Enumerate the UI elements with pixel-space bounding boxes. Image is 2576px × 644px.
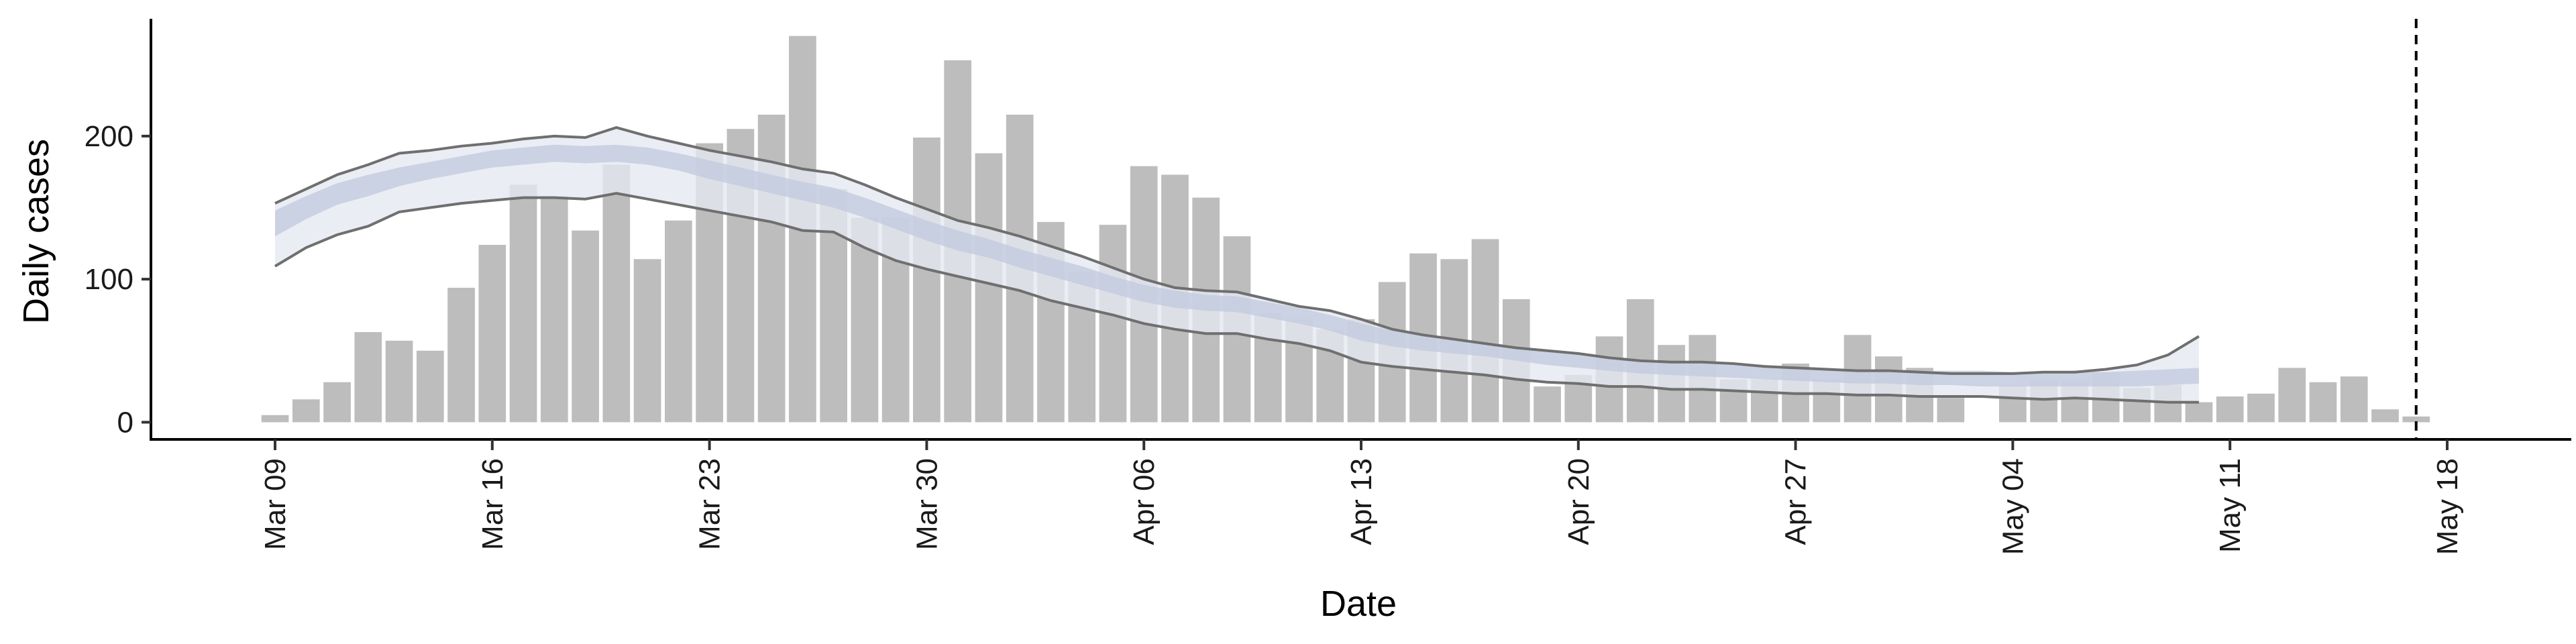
y-axis-title: Daily cases	[16, 139, 56, 324]
y-tick-label: 200	[85, 120, 133, 153]
bar	[2340, 376, 2368, 423]
x-ticks-layer: Mar 09 Mar 16 Mar 23 Mar 30 Apr 06 Apr 13 Apr …	[259, 439, 2464, 555]
bar	[665, 220, 692, 423]
y-ticks-layer: 0 100 200	[85, 120, 151, 439]
bar	[509, 184, 537, 423]
bar	[323, 382, 351, 423]
x-tick-label: May 18	[2431, 458, 2464, 555]
x-tick-label: Apr 13	[1345, 458, 1378, 545]
bar	[416, 350, 444, 423]
x-tick-label: Mar 30	[910, 458, 943, 550]
x-tick-label: May 11	[2214, 458, 2247, 553]
x-tick-label: Mar 09	[259, 458, 292, 550]
bar	[913, 138, 941, 423]
x-axis-title: Date	[1320, 584, 1397, 624]
bar	[633, 259, 661, 423]
bar	[2309, 382, 2337, 423]
bar	[2371, 409, 2399, 423]
bar	[447, 287, 475, 423]
x-tick-label: Apr 27	[1780, 458, 1813, 545]
x-tick-label: Mar 23	[694, 458, 727, 550]
x-tick-label: Apr 20	[1562, 458, 1595, 545]
bar	[385, 340, 413, 423]
outer-band-layer	[275, 127, 2199, 402]
lower-band-line	[274, 192, 2199, 404]
bar	[540, 196, 568, 423]
bar	[292, 399, 320, 423]
upper-band-line	[274, 126, 2200, 375]
bar	[572, 230, 599, 423]
bar	[261, 415, 289, 423]
x-tick-label: Mar 16	[476, 458, 509, 550]
bar	[1534, 386, 1561, 423]
outer-interval-band	[275, 127, 2199, 402]
bar	[1099, 225, 1127, 423]
bar	[478, 244, 506, 423]
bar	[2402, 416, 2430, 423]
bar	[354, 332, 382, 423]
band-lines-layer	[274, 126, 2200, 404]
bar	[2278, 368, 2306, 423]
x-tick-label: May 04	[1996, 458, 2029, 555]
inner-band-layer	[275, 144, 2199, 387]
bar	[2185, 402, 2213, 423]
bars-layer	[261, 36, 2430, 423]
bar	[602, 164, 631, 423]
y-tick-label: 100	[85, 263, 133, 296]
bar	[1937, 398, 1965, 423]
bar	[975, 153, 1003, 423]
bar	[1471, 239, 1499, 423]
y-tick-label: 0	[117, 406, 133, 439]
inner-interval-band	[275, 144, 2199, 387]
bar	[2216, 396, 2244, 423]
x-tick-label: Apr 06	[1128, 458, 1161, 545]
bar	[2247, 393, 2275, 423]
